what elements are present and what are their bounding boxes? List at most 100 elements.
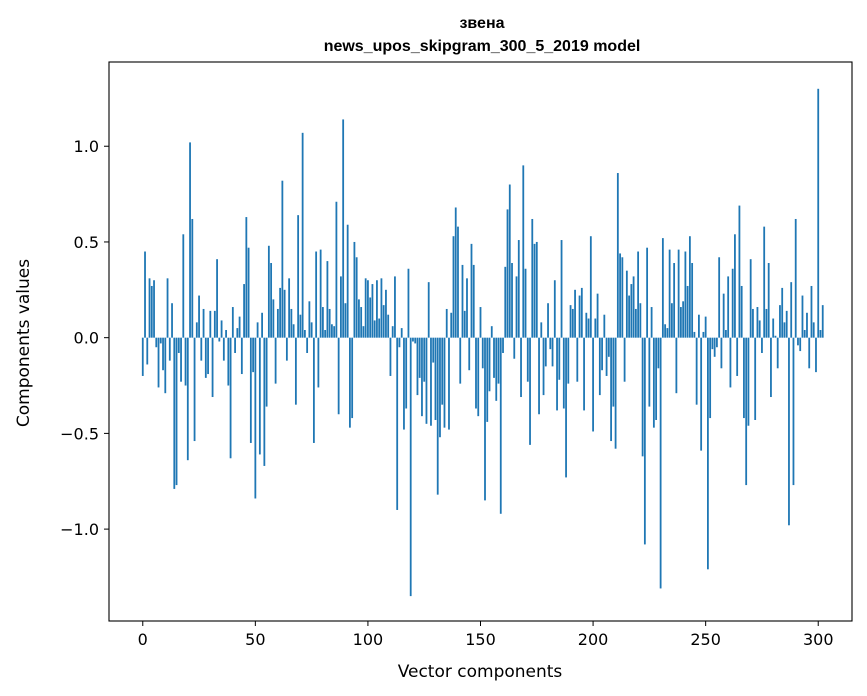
bar <box>213 310 216 338</box>
bar <box>312 337 315 443</box>
bar <box>682 301 685 338</box>
bar <box>276 308 279 338</box>
bar <box>430 337 432 426</box>
bar <box>290 308 293 338</box>
bar <box>416 337 419 396</box>
bar <box>229 337 232 459</box>
bar <box>481 337 484 369</box>
bar <box>175 337 178 486</box>
bar <box>709 337 712 419</box>
bar <box>457 226 459 338</box>
bar <box>774 335 777 338</box>
bar <box>614 337 617 449</box>
bar <box>146 337 149 365</box>
bar <box>355 257 358 338</box>
bar <box>594 318 597 338</box>
bar <box>801 295 804 338</box>
bar <box>342 119 345 338</box>
bar <box>616 173 619 338</box>
bar <box>346 224 349 338</box>
bar <box>779 305 781 338</box>
bar <box>610 337 612 442</box>
bar <box>186 337 189 461</box>
x-tick-label: 250 <box>690 630 721 649</box>
y-tick-label: 0.0 <box>74 329 99 348</box>
bar <box>155 337 158 348</box>
bar <box>189 142 191 338</box>
bar <box>526 337 529 382</box>
bar <box>688 236 691 338</box>
bar <box>738 205 741 338</box>
y-tick-label: 0.5 <box>74 233 99 252</box>
bar <box>583 337 585 411</box>
bar <box>249 337 252 443</box>
bar <box>150 285 153 338</box>
bar <box>231 307 234 338</box>
bar <box>517 240 520 338</box>
x-tick-label: 200 <box>578 630 609 649</box>
bar <box>193 337 196 442</box>
bar <box>731 268 734 338</box>
y-tick-label: −1.0 <box>60 520 99 539</box>
bar <box>585 312 588 338</box>
bar <box>794 218 797 338</box>
bar <box>403 337 405 430</box>
bar <box>376 280 378 338</box>
bar <box>297 215 300 338</box>
bar <box>743 337 745 419</box>
bar <box>756 307 759 338</box>
bar <box>799 337 802 352</box>
bar <box>400 328 403 338</box>
bar <box>493 337 495 378</box>
y-tick-label: 1.0 <box>74 137 99 156</box>
bar <box>783 322 786 338</box>
bar <box>245 217 248 338</box>
bar <box>625 270 628 338</box>
bar <box>398 337 401 348</box>
y-axis-ticks: −1.0 −0.5 0.0 0.5 1.0 <box>60 137 109 539</box>
bar <box>531 218 534 338</box>
bar <box>360 307 363 338</box>
bar <box>637 251 640 338</box>
bar <box>168 337 171 361</box>
bar <box>792 337 795 486</box>
bar <box>765 308 768 338</box>
bar <box>643 337 646 545</box>
bar <box>520 337 522 398</box>
bar <box>515 276 518 338</box>
bar <box>441 337 444 405</box>
bar <box>655 337 658 420</box>
bar <box>754 337 757 420</box>
x-tick-label: 150 <box>465 630 496 649</box>
bar <box>497 337 500 384</box>
bar <box>551 337 554 367</box>
bar <box>772 318 775 338</box>
bar <box>344 303 347 338</box>
bar <box>808 337 811 369</box>
bar <box>306 337 309 353</box>
bar <box>351 337 354 419</box>
bar <box>650 307 653 338</box>
bar <box>337 337 340 415</box>
bar <box>299 314 302 338</box>
bar <box>540 322 543 338</box>
bar <box>285 337 288 361</box>
bar <box>425 337 428 424</box>
bar <box>227 337 230 386</box>
bar <box>763 226 766 338</box>
bar <box>380 278 383 338</box>
bar <box>668 249 671 338</box>
bar <box>207 337 209 375</box>
bar <box>707 337 709 570</box>
bar <box>141 337 144 376</box>
bar <box>283 289 286 338</box>
y-axis-label: Components values <box>14 259 34 427</box>
bar <box>159 337 162 344</box>
bar <box>725 330 727 338</box>
bar <box>333 326 336 338</box>
bar <box>391 326 394 338</box>
bar <box>362 326 365 338</box>
bar <box>686 285 689 338</box>
bar <box>484 337 486 501</box>
x-tick-label: 100 <box>353 630 384 649</box>
